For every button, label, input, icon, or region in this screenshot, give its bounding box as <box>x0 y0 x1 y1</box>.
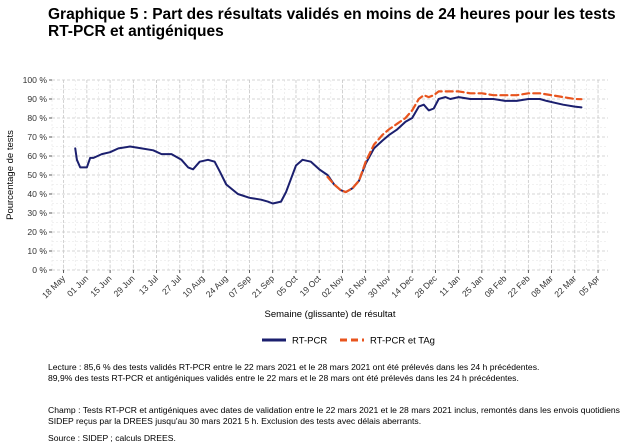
x-tick-label: 28 Dec <box>412 273 439 300</box>
x-tick-label: 05 Apr <box>577 273 602 298</box>
legend-label-rtpcr: RT-PCR <box>292 336 327 347</box>
y-tick-label: 50 % <box>27 170 47 180</box>
y-tick-label: 10 % <box>27 246 47 256</box>
y-tick-label: 70 % <box>27 132 47 142</box>
note-champ: Champ : Tests RT-PCR et antigéniques ave… <box>48 405 620 426</box>
y-axis-label: Pourcentage de tests <box>5 130 16 220</box>
x-tick-label: 18 May <box>40 273 67 300</box>
x-tick-label: 11 Jan <box>437 273 462 298</box>
x-tick-label: 19 Oct <box>298 273 323 298</box>
x-tick-label: 24 Aug <box>204 273 230 299</box>
y-tick-label: 100 % <box>23 75 48 85</box>
series-line-rtpcr-tag <box>326 90 583 194</box>
chart-area: 0 % 10 % 20 % 30 % 40 % 50 % 60 % 70 % 80 % 90 % 1… <box>5 75 608 347</box>
y-tick-label: 0 % <box>32 265 47 275</box>
chart-title: Graphique 5 : Part des résultats validés… <box>48 6 616 40</box>
x-tick-label: 25 Jan <box>460 273 485 298</box>
note-lecture-1: Lecture : 85,6 % des tests validés RT-PC… <box>48 362 540 372</box>
y-tick-label: 20 % <box>27 227 47 237</box>
y-tick-label: 40 % <box>27 189 47 199</box>
legend-label-rtpcr-tag: RT-PCR et TAg <box>370 336 435 347</box>
y-tick-label: 60 % <box>27 151 47 161</box>
x-tick-label: 21 Sep <box>250 273 276 299</box>
x-tick-label: 10 Aug <box>180 273 206 299</box>
note-lecture-2: 89,9% des tests RT-PCR et antigéniques v… <box>48 373 519 383</box>
x-tick-label: 30 Nov <box>366 273 393 300</box>
y-tick-label: 90 % <box>27 94 47 104</box>
legend: RT-PCR RT-PCR et TAg <box>262 336 435 347</box>
y-tick-labels: 0 % 10 % 20 % 30 % 40 % 50 % 60 % 70 % 80 % 90 % 1… <box>23 75 52 275</box>
x-tick-label: 22 Mar <box>552 273 578 299</box>
x-tick-label: 05 Oct <box>274 273 299 298</box>
grid-minor <box>51 80 608 270</box>
note-source: Source : SIDEP ; calculs DREES. <box>48 433 176 443</box>
series-line-rtpcr <box>74 96 583 205</box>
y-tick-label: 80 % <box>27 113 47 123</box>
series-lines <box>74 90 583 205</box>
x-tick-label: 14 Dec <box>389 273 416 300</box>
x-tick-label: 13 Jul <box>137 273 160 296</box>
x-tick-label: 29 Jun <box>111 273 136 298</box>
x-axis-label: Semaine (glissante) de résultat <box>265 309 396 320</box>
x-tick-label: 15 Jun <box>88 273 113 298</box>
y-tick-label: 30 % <box>27 208 47 218</box>
x-tick-label: 02 Nov <box>320 273 347 300</box>
x-tick-label: 27 Jul <box>160 273 183 296</box>
x-tick-label: 08 Feb <box>483 273 509 299</box>
x-tick-label: 08 Mar <box>529 273 555 299</box>
x-tick-label: 16 Nov <box>343 273 370 300</box>
x-tick-label: 07 Sep <box>227 273 253 299</box>
x-tick-label: 01 Jun <box>65 273 90 298</box>
x-tick-label: 22 Feb <box>506 273 532 299</box>
